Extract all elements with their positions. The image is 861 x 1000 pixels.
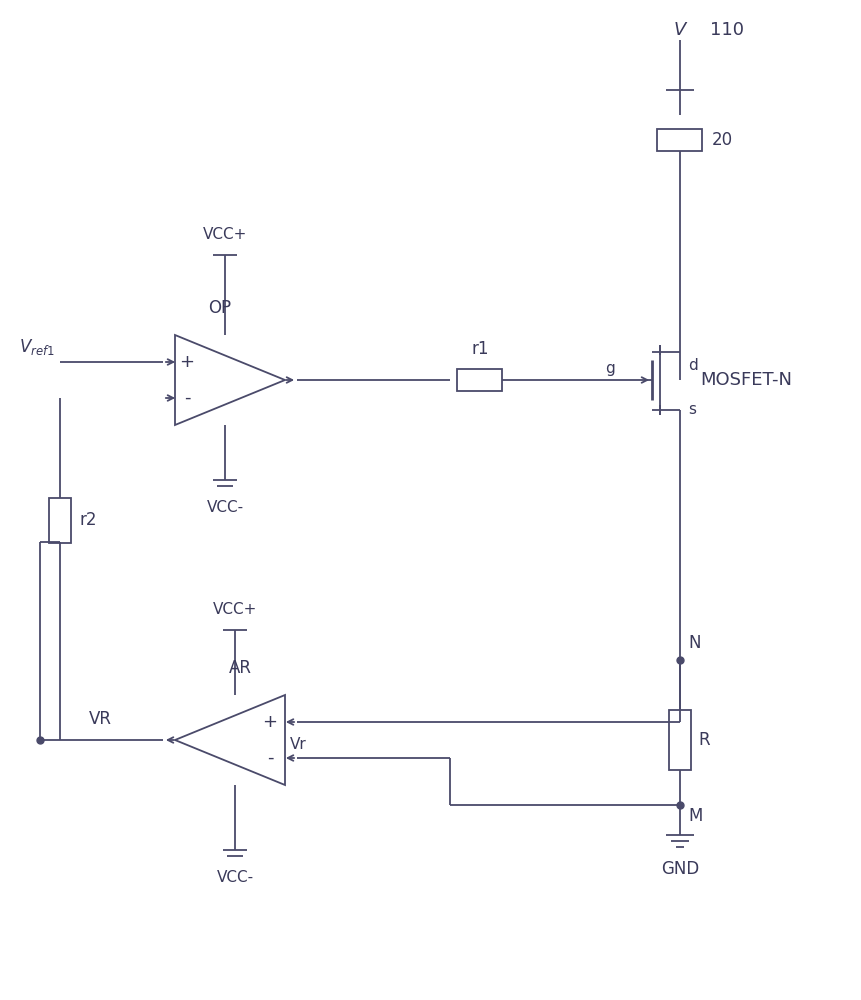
- Text: VCC-: VCC-: [216, 870, 253, 885]
- Text: -: -: [266, 749, 273, 767]
- Text: g: g: [604, 360, 614, 375]
- Text: OP: OP: [208, 299, 232, 317]
- Text: +: +: [263, 713, 277, 731]
- Bar: [657, 129, 702, 151]
- Text: MOSFET-N: MOSFET-N: [699, 371, 791, 389]
- Text: VCC+: VCC+: [213, 602, 257, 617]
- Polygon shape: [175, 695, 285, 785]
- Text: s: s: [687, 402, 695, 418]
- Text: -: -: [183, 389, 190, 407]
- Text: N: N: [687, 634, 700, 652]
- Text: VCC+: VCC+: [202, 227, 247, 242]
- Text: VR: VR: [89, 710, 111, 728]
- Text: +: +: [179, 353, 195, 371]
- Text: d: d: [687, 358, 697, 372]
- Bar: [457, 369, 502, 391]
- Text: $V_{ref1}$: $V_{ref1}$: [19, 337, 55, 357]
- Text: r1: r1: [471, 340, 488, 358]
- Bar: [668, 710, 691, 770]
- Text: V: V: [673, 21, 685, 39]
- Text: GND: GND: [660, 860, 698, 878]
- Bar: [49, 497, 71, 542]
- Text: r2: r2: [80, 511, 97, 529]
- Text: R: R: [697, 731, 709, 749]
- Text: AR: AR: [228, 659, 251, 677]
- Polygon shape: [175, 335, 285, 425]
- Text: M: M: [687, 807, 702, 825]
- Text: 20: 20: [711, 131, 732, 149]
- Text: VCC-: VCC-: [206, 500, 244, 515]
- Text: 110: 110: [709, 21, 743, 39]
- Text: Vr: Vr: [289, 737, 307, 752]
